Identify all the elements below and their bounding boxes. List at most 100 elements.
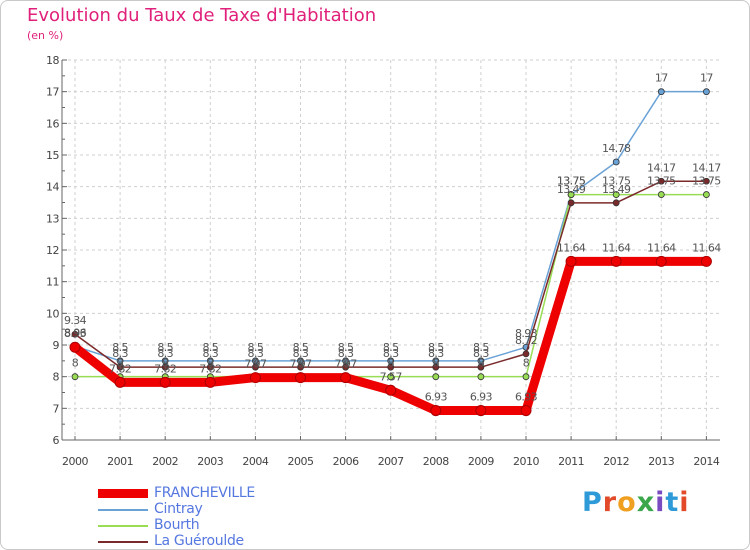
data-point-francheville [700,255,712,267]
y-tick-label: 9 [53,339,60,352]
logo-letter: x [636,487,656,518]
y-tick-label: 12 [46,244,59,257]
data-label-bourth: 8 [342,357,349,370]
data-point-francheville [475,405,487,417]
y-tick-label: 6 [53,434,60,447]
data-label-la-gueroulde: 8.3 [248,347,264,360]
data-label-cintray: 8.96 [64,326,87,339]
data-label-cintray: 17 [655,72,668,85]
data-label-la-gueroulde: 14.17 [692,161,721,174]
x-tick-label: 2004 [242,455,268,468]
data-label-francheville: 11.64 [557,241,586,254]
x-tick-label: 2005 [288,455,314,468]
logo-letter: t [665,487,680,518]
data-point-bourth [657,191,665,198]
data-point-la-gueroulde [161,363,169,371]
legend-label-bourth: Bourth [154,517,200,533]
data-label-bourth: 8 [162,357,169,370]
y-tick-label: 17 [46,86,59,99]
data-label-la-gueroulde: 8.3 [157,347,173,360]
data-label-bourth: 13.75 [602,175,631,188]
data-point-la-gueroulde [297,363,304,371]
data-point-la-gueroulde [522,350,530,358]
data-point-la-gueroulde [342,363,350,371]
data-point-la-gueroulde [657,177,665,185]
legend-swatch-cintray [98,509,148,511]
data-point-francheville [385,384,397,396]
y-tick-label: 16 [46,117,59,130]
y-tick-label: 11 [46,276,59,289]
logo-letter: r [602,487,618,518]
data-label-francheville: 7.97 [335,358,358,371]
x-tick-label: 2000 [62,455,88,468]
data-point-la-gueroulde [703,177,710,185]
data-label-la-gueroulde: 14.17 [647,161,676,174]
chart-subtitle: (en %) [27,29,64,42]
data-point-cintray [612,158,620,166]
data-label-cintray: 8.5 [338,341,354,354]
data-point-la-gueroulde [116,363,124,371]
data-label-bourth: 13.75 [692,175,721,188]
data-point-cintray [657,88,665,96]
data-point-la-gueroulde [71,330,79,338]
data-point-francheville [520,405,532,417]
data-label-la-gueroulde: 8.3 [293,347,309,360]
data-point-bourth [703,191,710,198]
x-tick-label: 2011 [558,455,584,468]
data-point-bourth [522,373,530,381]
data-label-francheville: 7.57 [380,370,403,383]
data-label-bourth: 13.75 [557,175,586,188]
data-label-bourth: 8 [252,357,259,370]
data-label-francheville: 11.64 [692,241,721,254]
data-label-la-gueroulde: 8.3 [202,347,218,360]
x-tick-label: 2001 [107,455,133,468]
data-label-francheville: 7.97 [244,358,267,371]
data-label-la-gueroulde: 8.3 [383,347,399,360]
data-label-la-gueroulde: 8.3 [473,347,489,360]
y-tick-label: 8 [53,371,60,384]
x-tick-label: 2002 [152,455,178,468]
legend-label-cintray: Cintray [154,501,203,517]
data-label-francheville: 6.93 [515,391,538,404]
legend-swatch-francheville [98,489,148,498]
data-label-cintray: 8.93 [515,327,538,340]
data-label-francheville: 7.82 [109,362,131,375]
data-label-bourth: 8 [523,357,530,370]
logo-letter: i [679,487,690,518]
data-label-francheville: 8.93 [64,327,87,340]
data-point-francheville [430,405,442,417]
logo-letter: o [617,487,637,518]
data-label-cintray: 8.5 [473,341,489,354]
data-label-la-gueroulde: 8.3 [428,347,444,360]
data-point-francheville [249,372,261,384]
logo-letter: P [582,487,603,518]
data-point-bourth [477,373,485,381]
x-tick-label: 2006 [333,455,359,468]
data-label-la-gueroulde: 8.72 [515,334,537,347]
data-label-bourth: 13.75 [647,175,676,188]
data-label-bourth: 8 [72,357,79,370]
x-tick-label: 2014 [693,455,719,468]
data-label-bourth: 8 [478,357,485,370]
x-tick-label: 2010 [513,455,539,468]
x-tick-label: 2007 [378,455,404,468]
data-label-cintray: 17 [700,72,713,85]
data-label-la-gueroulde: 9.34 [64,314,87,327]
data-point-la-gueroulde [477,363,485,371]
data-point-bourth [567,191,575,198]
data-label-cintray: 8.5 [383,341,399,354]
x-tick-label: 2003 [197,455,223,468]
data-point-bourth [612,191,620,198]
data-point-cintray [703,88,710,96]
data-point-francheville [610,255,622,267]
data-point-francheville [295,372,306,384]
data-label-francheville: 7.97 [289,358,312,371]
y-tick-label: 7 [53,402,60,415]
legend-label-francheville: FRANCHEVILLE [154,485,255,501]
data-point-bourth [387,373,395,381]
x-tick-label: 2013 [648,455,674,468]
data-label-cintray: 8.5 [293,341,309,354]
data-point-la-gueroulde [432,363,440,371]
data-point-francheville [340,372,352,384]
